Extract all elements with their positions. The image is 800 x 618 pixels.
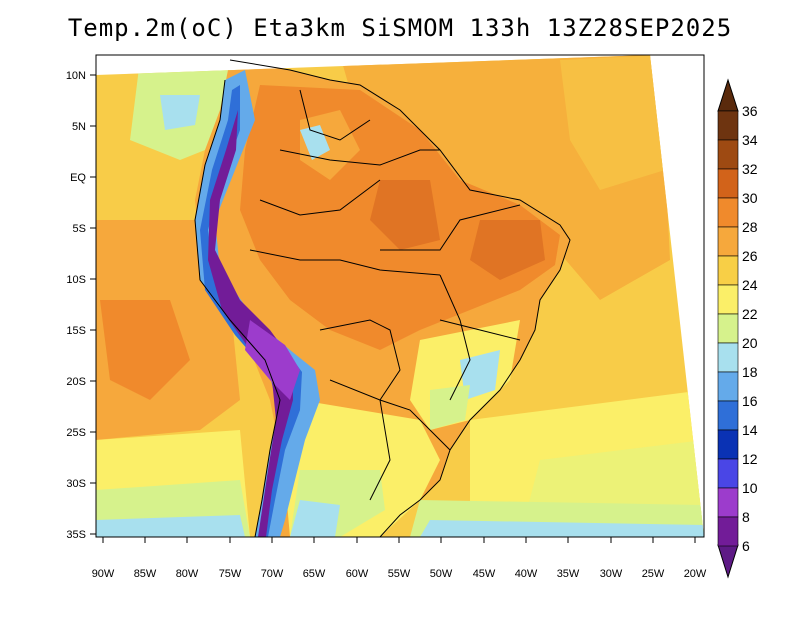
lat-label: EQ	[70, 172, 86, 184]
colorbar-label: 36	[742, 103, 758, 119]
colorbar-label: 6	[742, 538, 750, 554]
colorbar-box	[717, 342, 739, 373]
lat-label: 15S	[66, 325, 86, 337]
lat-label: 5N	[72, 121, 86, 133]
colorbar-label: 34	[742, 132, 758, 148]
map-title: Temp.2m(oC) Eta3km SiSMOM 133h 13Z28SEP2…	[67, 14, 733, 42]
colorbar-box	[717, 429, 739, 460]
colorbar-box	[717, 110, 739, 141]
colorbar-box	[717, 371, 739, 402]
colorbar-top-arrow	[717, 78, 739, 112]
lon-label: 60W	[346, 568, 369, 580]
colorbar-box	[717, 255, 739, 286]
colorbar-label: 28	[742, 219, 758, 235]
colorbar-box	[717, 139, 739, 170]
lon-label: 30W	[600, 568, 623, 580]
lat-label: 10N	[66, 70, 86, 82]
lon-label: 50W	[430, 568, 453, 580]
colorbar-label: 24	[742, 277, 758, 293]
lon-label: 75W	[219, 568, 242, 580]
lat-label: 5S	[73, 223, 86, 235]
lon-label: 65W	[303, 568, 326, 580]
lon-label: 25W	[642, 568, 665, 580]
lon-label: 70W	[261, 568, 284, 580]
colorbar-label: 22	[742, 306, 758, 322]
colorbar-label: 26	[742, 248, 758, 264]
lat-label: 30S	[66, 478, 86, 490]
colorbar-label: 16	[742, 393, 758, 409]
colorbar: 36 34 32 30 28 26 24 22 20 18 16 14 12 1…	[717, 78, 758, 579]
colorbar-box	[717, 516, 739, 547]
longitude-axis: 90W 85W 80W 75W 70W 65W 60W 55W 50W 45W …	[92, 537, 707, 580]
colorbar-box	[717, 226, 739, 257]
colorbar-bottom-arrow	[717, 544, 739, 579]
colorbar-box	[717, 168, 739, 199]
temperature-field	[96, 55, 704, 537]
lat-label: 10S	[66, 274, 86, 286]
lat-label: 35S	[66, 529, 86, 541]
lat-label: 25S	[66, 427, 86, 439]
country-borders	[194, 59, 571, 538]
lon-label: 90W	[92, 568, 115, 580]
lon-label: 80W	[176, 568, 199, 580]
colorbar-label: 12	[742, 451, 758, 467]
colorbar-box	[717, 197, 739, 228]
map-frame	[95, 54, 705, 538]
lat-label: 20S	[66, 376, 86, 388]
lon-label: 85W	[134, 568, 157, 580]
colorbar-label: 14	[742, 422, 758, 438]
colorbar-label: 20	[742, 335, 758, 351]
colorbar-box	[717, 458, 739, 489]
lon-label: 20W	[684, 568, 707, 580]
colorbar-label: 32	[742, 161, 758, 177]
colorbar-box	[717, 284, 739, 315]
colorbar-label: 10	[742, 480, 758, 496]
colorbar-label: 18	[742, 364, 758, 380]
lon-label: 45W	[473, 568, 496, 580]
colorbar-box	[717, 400, 739, 431]
colorbar-box	[717, 313, 739, 344]
lon-label: 35W	[557, 568, 580, 580]
colorbar-label: 8	[742, 509, 750, 525]
latitude-axis: 10N 5N EQ 5S 10S 15S 20S 25S 30S 35S	[66, 70, 96, 541]
lon-label: 55W	[388, 568, 411, 580]
colorbar-box	[717, 487, 739, 518]
lon-label: 40W	[515, 568, 538, 580]
colorbar-label: 30	[742, 190, 758, 206]
